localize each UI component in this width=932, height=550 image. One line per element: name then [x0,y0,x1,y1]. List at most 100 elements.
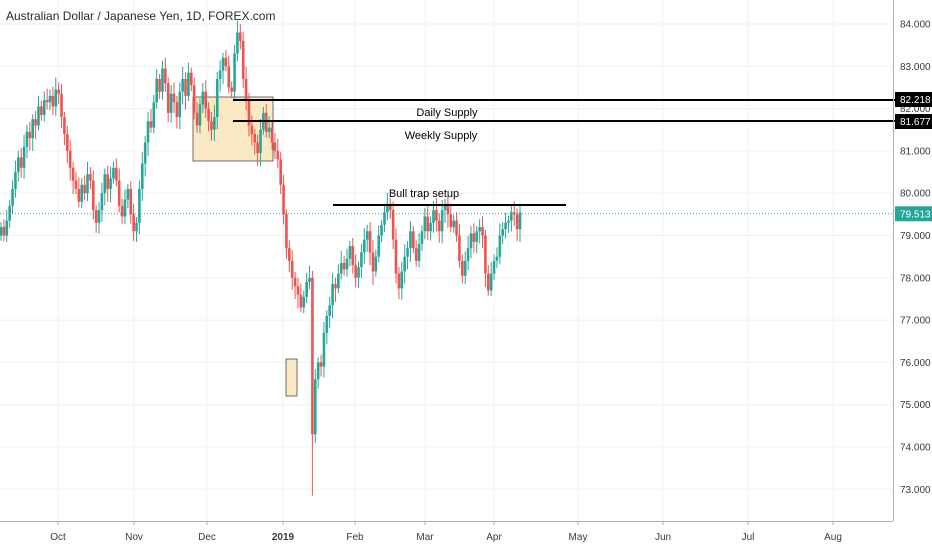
candle-body [512,212,516,215]
candle-down [132,203,135,242]
candle-up [198,98,202,134]
candle-body [443,203,447,211]
candle-body [345,258,349,270]
candle-up [510,204,513,232]
candle-up [489,262,493,297]
candle-body [86,174,89,194]
candle-body [68,150,72,168]
candle-body [337,273,340,289]
candle-down [83,175,86,201]
candle-body [230,87,233,92]
candle-up [146,111,150,156]
candle-body [97,210,101,223]
candle-body [374,256,378,272]
candle-up [463,251,467,285]
candle-down [412,226,415,254]
candle-body [267,127,271,132]
candle-down [239,24,242,50]
candle-body [60,93,63,118]
candle-body [109,178,112,189]
x-tick-label: May [569,532,588,543]
candle-body [120,205,124,217]
candle-body [213,117,216,130]
candle-down [449,203,453,233]
candle-body [17,157,20,173]
candle-down [273,133,277,159]
candle-up [501,221,504,245]
candle-body [429,222,432,232]
candle-down [397,267,401,300]
candle-body [288,248,291,261]
x-tick-label: Mar [416,532,434,543]
candle-body [192,85,196,113]
candle-down [279,152,282,195]
candle-down [204,80,208,118]
x-tick-label: Nov [125,532,143,543]
candle-up [31,114,35,152]
candle-down [66,126,69,164]
candle-body [126,188,130,200]
candle-up [429,216,432,241]
candle-up [236,21,239,62]
candle-up [403,244,406,284]
candle-body [377,235,381,257]
candle-body [380,224,383,236]
candle-body [256,142,259,154]
candle-body [515,214,519,230]
candle-down [106,165,109,202]
candle-body [198,104,202,126]
candle-down [334,277,337,302]
candle-up [161,60,164,100]
candle-body [308,277,311,283]
candle-body [440,210,444,232]
candle-up [331,272,334,319]
candle-down [282,174,285,225]
svg-text:82.218: 82.218 [900,95,931,106]
svg-text:81.677: 81.677 [900,117,931,128]
candle-down [190,67,193,92]
candle-body [25,131,29,147]
candle-up [233,45,236,99]
candle-body [143,142,147,164]
candle-down [299,283,303,313]
candle-down [446,195,450,228]
candle-down [368,221,372,266]
candle-body [365,231,369,240]
candle-down [461,254,464,284]
candle-down [426,205,430,240]
candle-body [169,93,173,113]
candle-down [253,128,257,155]
candle-body [215,78,219,118]
candle-body [417,243,421,261]
candle-up [267,116,271,139]
candle-up [400,262,404,300]
candle-body [178,91,182,118]
candle-up [218,60,222,92]
candle-body [486,273,490,291]
candle-down [74,171,78,195]
candle-body [239,32,242,41]
candle-up [259,119,262,167]
candle-body [19,157,23,168]
candle-down [290,250,294,290]
candle-down [270,121,274,150]
candle-body [71,167,75,181]
candle-down [172,82,176,113]
candle-body [435,210,438,221]
candle-body [504,222,507,230]
candle-body [313,379,317,435]
candle-down [276,138,280,168]
candle-body [149,121,153,128]
candle-down [94,205,98,233]
demand-zone [285,358,298,397]
daily-supply-price-badge: 82.218 [895,92,932,107]
candle-down [51,86,55,116]
candle-up [406,240,409,270]
candle-body [207,108,210,122]
candle-down [515,208,519,242]
candle-body [311,277,314,435]
candle-body [492,260,496,274]
candle-body [158,78,161,92]
candle-body [383,212,386,225]
